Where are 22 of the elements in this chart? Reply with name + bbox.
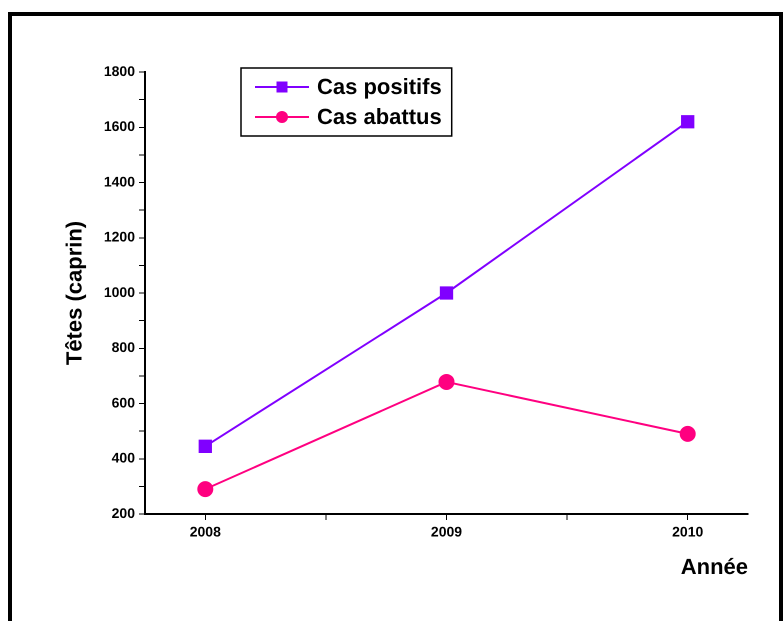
point: [680, 426, 696, 442]
y-tick-label: 400: [112, 450, 136, 466]
legend-label: Cas abattus: [317, 104, 442, 130]
point: [198, 440, 212, 453]
y-tick-label: 1000: [104, 284, 136, 300]
point: [681, 115, 694, 128]
y-axis-title: Têtes (caprin): [61, 220, 86, 366]
point: [197, 481, 214, 498]
y-tick-label: 200: [112, 504, 136, 521]
y-tick-label: 1600: [104, 118, 136, 134]
x-axis-title: Année: [680, 554, 748, 579]
y-tick-label: 1400: [104, 173, 136, 190]
x-tick-label: 2010: [672, 523, 704, 540]
y-tick-label: 600: [112, 394, 136, 410]
point: [440, 286, 454, 300]
x-tick-label: 2008: [190, 523, 222, 540]
y-tick-label: 1200: [104, 228, 136, 245]
point: [438, 374, 454, 390]
y-tick-label: 800: [112, 339, 136, 356]
y-tick-label: 1800: [104, 62, 136, 79]
legend-label: Cas positifs: [317, 74, 442, 100]
x-tick-label: 2009: [430, 523, 462, 540]
